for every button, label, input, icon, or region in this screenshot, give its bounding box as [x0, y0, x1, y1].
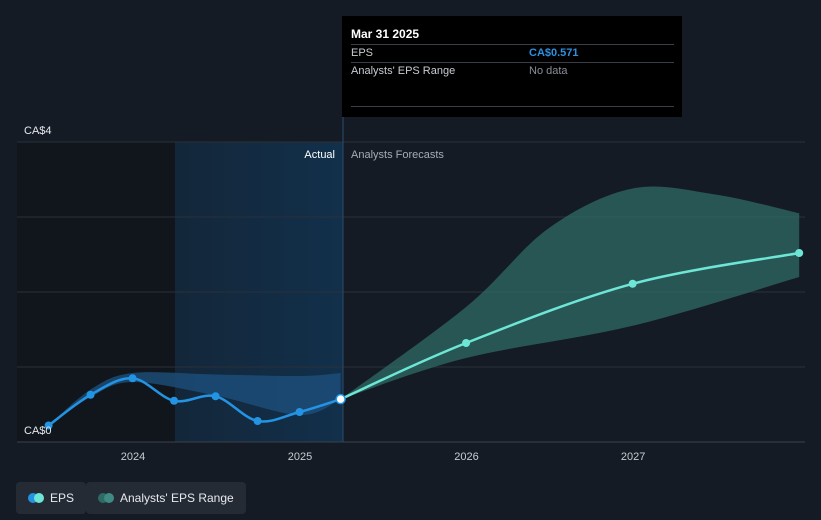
- legend-eps-label: EPS: [50, 491, 75, 505]
- historical-range-area: [48, 372, 341, 426]
- axis-labels: CA$4 CA$0 2024 2025 2026 2027: [24, 125, 645, 463]
- x-tick-label: 2024: [121, 451, 145, 463]
- forecast-label: Analysts Forecasts: [351, 149, 444, 161]
- legend-range-label: Analysts' EPS Range: [120, 491, 234, 505]
- tooltip-eps-row: EPS CA$0.571: [351, 44, 674, 62]
- eps-actual-point: [128, 374, 137, 383]
- x-tick-label: 2027: [621, 451, 645, 463]
- x-tick-label: 2026: [454, 451, 478, 463]
- tooltip-range-row: Analysts' EPS Range No data: [351, 62, 674, 80]
- eps-actual-point: [44, 421, 53, 430]
- tooltip-range-label: Analysts' EPS Range: [351, 65, 456, 77]
- tooltip-eps-value: CA$0.571: [529, 47, 579, 59]
- legend-range[interactable]: Analysts' EPS Range: [86, 482, 246, 514]
- eps-actual-point: [211, 392, 220, 401]
- eps-actual-point: [253, 417, 262, 425]
- eps-legend-icon: [28, 493, 44, 503]
- eps-actual-point: [170, 396, 179, 405]
- tooltip-divider: [351, 106, 674, 107]
- y-tick-label: CA$4: [24, 125, 52, 137]
- eps-actual-point: [86, 390, 95, 399]
- eps-forecast-point: [628, 279, 637, 288]
- eps-forecast-point: [462, 339, 471, 347]
- current-eps-point: [335, 393, 346, 405]
- y-tick-label: CA$0: [24, 425, 52, 437]
- forecast-range-area: [340, 186, 800, 400]
- actual-label: Actual: [304, 149, 335, 161]
- range-legend-icon: [98, 493, 114, 503]
- x-tick-label: 2025: [288, 451, 312, 463]
- tooltip: Mar 31 2025 EPS CA$0.571 Analysts' EPS R…: [342, 16, 682, 117]
- tooltip-range-value: No data: [529, 65, 568, 77]
- eps-forecast-point: [795, 249, 804, 257]
- eps-actual-point: [295, 408, 304, 416]
- legend-eps[interactable]: EPS: [16, 482, 87, 514]
- eps-range-areas: [48, 186, 800, 426]
- eps-forecast-line: [339, 251, 801, 401]
- tooltip-date: Mar 31 2025: [351, 27, 420, 41]
- eps-points: [44, 249, 804, 430]
- tooltip-eps-label: EPS: [351, 47, 374, 59]
